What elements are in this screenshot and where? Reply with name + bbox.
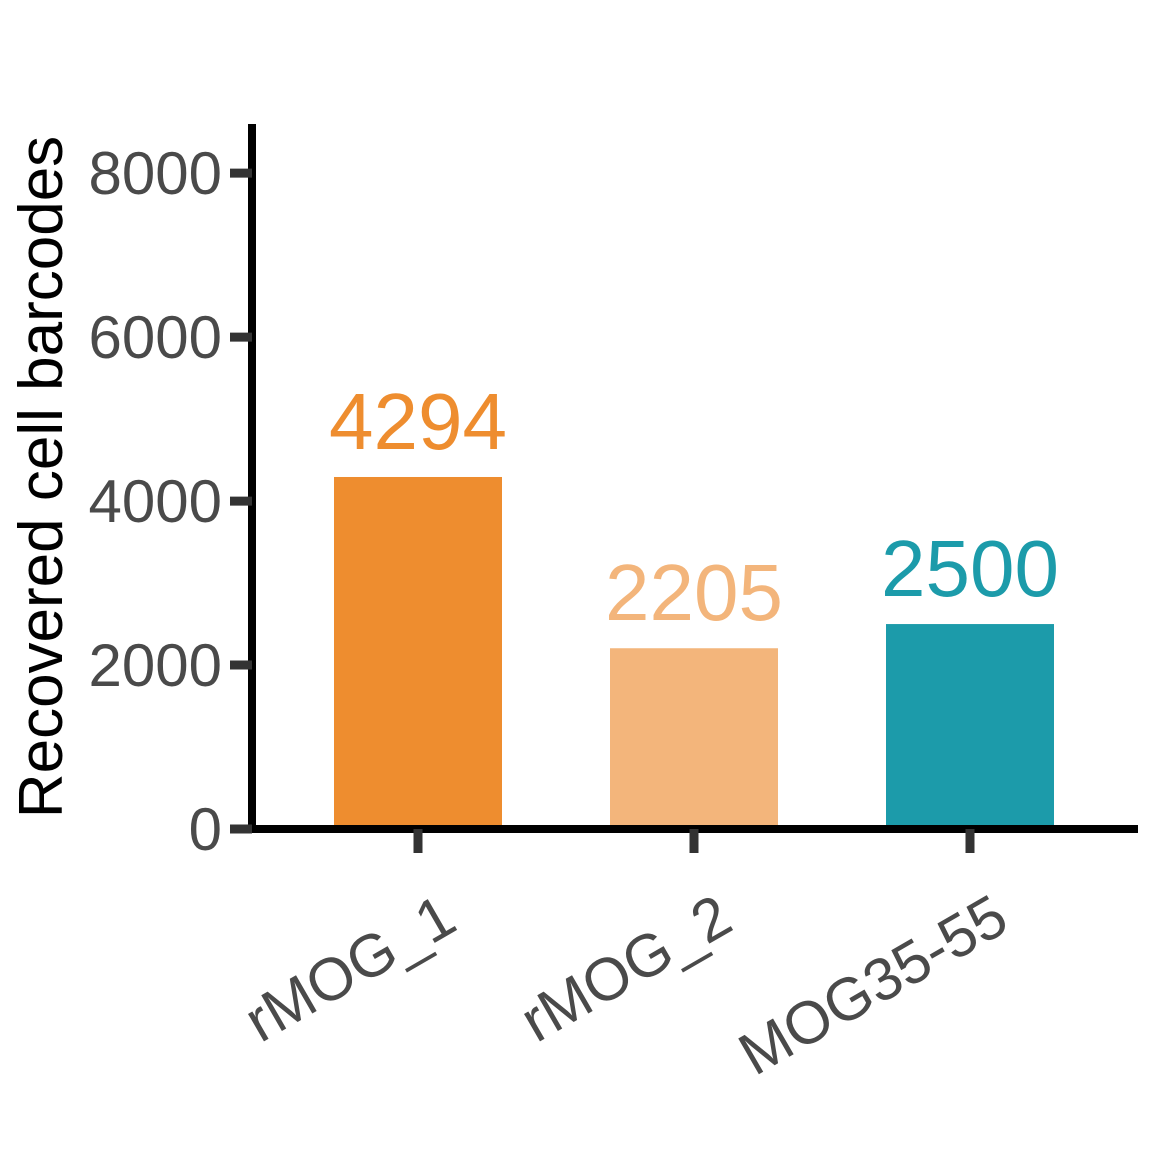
y-tick-label-8000: 8000 — [89, 140, 222, 207]
bars-layer — [334, 476, 1054, 829]
y-ticks-layer: 0 2000 4000 6000 8000 — [89, 140, 252, 863]
bar-rMOG_2 — [610, 648, 778, 829]
x-tick-label-rMOG_2: rMOG_2 — [509, 882, 742, 1055]
bar-rMOG_1 — [334, 476, 502, 829]
data-labels-layer: 4294 2205 2500 — [329, 377, 1059, 637]
x-tick-label-MOG35-55: MOG35-55 — [728, 882, 1019, 1088]
y-tick-label-6000: 6000 — [89, 304, 222, 371]
y-axis-title: Recovered cell barcodes — [7, 136, 76, 818]
y-tick-label-4000: 4000 — [89, 468, 222, 535]
x-tick-label-rMOG_1: rMOG_1 — [233, 882, 466, 1055]
y-tick-label-0: 0 — [189, 796, 222, 863]
y-tick-label-2000: 2000 — [89, 632, 222, 699]
bar-MOG35-55 — [886, 624, 1054, 829]
data-label-MOG35-55: 2500 — [881, 524, 1059, 613]
data-label-rMOG_1: 4294 — [329, 377, 507, 466]
data-label-rMOG_2: 2205 — [605, 548, 783, 637]
